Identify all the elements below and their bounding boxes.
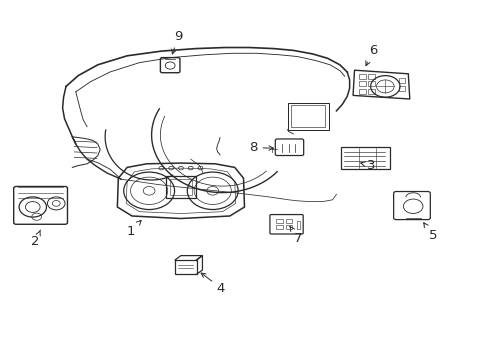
Bar [175,260,196,274]
Bar [367,81,374,86]
Bar [359,81,365,86]
Bar [367,89,374,94]
Bar [290,105,325,127]
Text: 3: 3 [360,159,375,172]
Text: 6: 6 [365,44,377,66]
Text: 9: 9 [171,30,183,54]
Bar [170,179,191,195]
Text: 1: 1 [126,220,141,238]
Bar [166,176,195,198]
Bar [287,103,328,130]
Bar [285,219,292,223]
Text: 7: 7 [289,226,302,245]
Text: 2: 2 [31,230,41,248]
Bar [367,74,374,79]
Bar [276,225,282,229]
Text: 5: 5 [423,223,436,242]
Bar [276,219,282,223]
Bar [398,86,404,91]
Bar [285,225,292,229]
Text: 8: 8 [248,141,273,154]
Bar [359,89,365,94]
Bar [398,78,404,83]
Bar [297,221,300,229]
Text: 4: 4 [201,273,225,294]
Bar [359,74,365,79]
